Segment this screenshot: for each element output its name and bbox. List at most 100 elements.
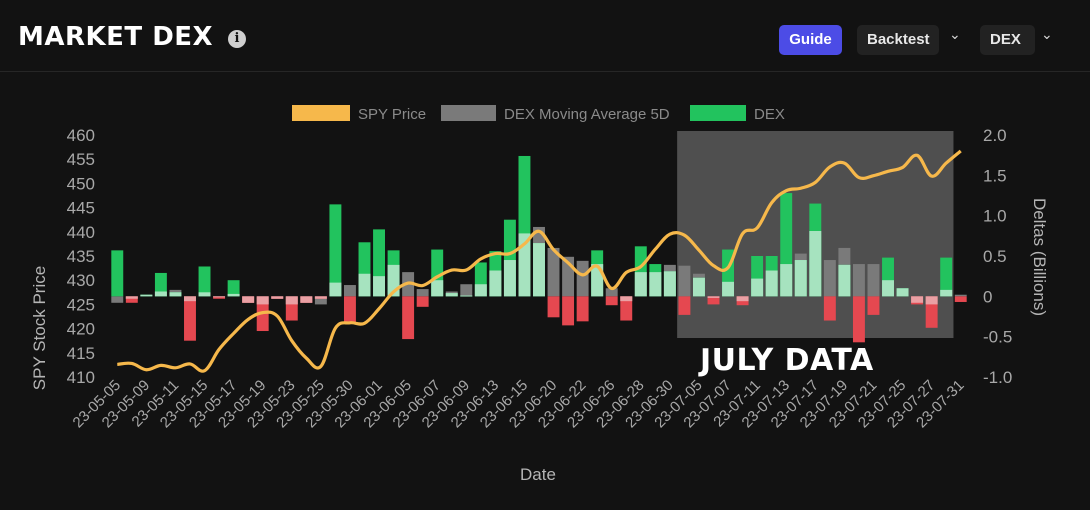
dex-dropdown-label: DEX bbox=[990, 31, 1021, 48]
dex-overlap-bar bbox=[751, 278, 764, 297]
dex-bar bbox=[678, 296, 691, 315]
dex-overlap-bar bbox=[925, 296, 938, 305]
dex-overlap-bar bbox=[329, 282, 342, 297]
dex-overlap-bar bbox=[184, 296, 196, 302]
x-axis-label: Date bbox=[520, 465, 556, 484]
dex-bar bbox=[925, 296, 938, 328]
y-tick-left: 460 bbox=[67, 126, 95, 145]
dex-overlap-bar bbox=[125, 296, 138, 299]
dex-bar bbox=[780, 193, 793, 297]
dex-bar bbox=[503, 219, 516, 297]
header-divider bbox=[0, 71, 1090, 72]
dex-overlap-bar bbox=[242, 296, 255, 303]
dex-overlap-bar bbox=[169, 292, 182, 297]
legend-label: SPY Price bbox=[358, 106, 426, 123]
dex-bar bbox=[562, 296, 575, 326]
legend-label: DEX bbox=[754, 106, 785, 123]
dex-bar bbox=[940, 257, 953, 297]
dex-bar bbox=[184, 296, 196, 341]
dex-overlap-bar bbox=[518, 233, 531, 297]
info-icon[interactable]: i bbox=[228, 30, 246, 48]
dex-bar bbox=[227, 280, 240, 297]
dex-bar bbox=[373, 229, 385, 297]
dex-average-bar bbox=[823, 260, 836, 297]
dex-overlap-bar bbox=[707, 296, 720, 298]
backtest-dropdown[interactable]: Backtest bbox=[857, 25, 939, 55]
y-tick-right: -1.0 bbox=[983, 368, 1012, 387]
dex-average-bar bbox=[343, 285, 356, 297]
dex-overlap-bar bbox=[649, 272, 662, 297]
y-tick-right: 0 bbox=[983, 287, 992, 306]
dex-overlap-bar bbox=[896, 288, 909, 297]
dex-overlap-bar bbox=[736, 296, 749, 302]
dex-overlap-bar bbox=[765, 270, 778, 297]
dex-overlap-bar bbox=[227, 293, 240, 297]
dex-bar bbox=[329, 204, 342, 297]
dex-bar bbox=[402, 296, 415, 340]
dex-bar bbox=[285, 296, 298, 321]
dex-bar bbox=[125, 296, 138, 303]
dex-overlap-bar bbox=[445, 293, 458, 297]
dex-bar bbox=[518, 155, 531, 297]
dex-overlap-bar bbox=[794, 260, 807, 297]
dex-average-bar bbox=[314, 296, 327, 305]
dex-bar bbox=[605, 296, 618, 306]
dex-overlap-bar bbox=[431, 280, 444, 297]
dex-bar bbox=[852, 296, 865, 343]
dex-bar bbox=[751, 256, 764, 297]
dex-bar bbox=[431, 249, 444, 297]
dex-overlap-bar bbox=[140, 294, 153, 297]
y-axis-label-left: SPY Stock Price bbox=[30, 266, 49, 390]
dex-average-bar bbox=[576, 260, 589, 297]
dex-overlap-bar bbox=[503, 260, 516, 297]
dex-overlap-bar bbox=[271, 296, 284, 299]
dex-average-bar bbox=[954, 294, 967, 297]
dex-average-bar bbox=[416, 289, 429, 297]
dex-bar bbox=[823, 296, 836, 321]
header-bar: MARKET DEX i Guide Backtest ⌄ DEX ⌄ bbox=[0, 0, 1090, 72]
y-tick-left: 420 bbox=[67, 320, 95, 339]
spy-price-line bbox=[117, 149, 962, 373]
chart-legend: SPY Price DEX Moving Average 5D DEX bbox=[292, 105, 785, 123]
chevron-down-icon[interactable]: ⌄ bbox=[949, 26, 961, 42]
dex-bar bbox=[416, 296, 429, 307]
dex-bar bbox=[343, 296, 356, 323]
dex-bar bbox=[547, 296, 560, 318]
page-title: MARKET DEX bbox=[18, 22, 214, 52]
dex-bar bbox=[213, 296, 226, 299]
dex-overlap-bar bbox=[663, 271, 676, 297]
legend-swatch bbox=[441, 105, 496, 121]
dex-overlap-bar bbox=[620, 296, 633, 302]
dex-overlap-bar bbox=[489, 270, 502, 297]
dex-overlap-bar bbox=[591, 264, 604, 297]
dex-overlap-bar bbox=[780, 264, 793, 297]
y-tick-left: 415 bbox=[67, 344, 95, 363]
y-tick-left: 455 bbox=[67, 150, 95, 169]
dex-bar bbox=[722, 249, 735, 297]
backtest-dropdown-label: Backtest bbox=[867, 31, 930, 48]
dex-overlap-bar bbox=[940, 289, 953, 297]
dex-overlap-bar bbox=[198, 292, 211, 297]
dex-overlap-bar bbox=[533, 243, 545, 297]
dex-overlap-bar bbox=[256, 296, 269, 305]
y-tick-right: -0.5 bbox=[983, 328, 1012, 347]
dex-bar bbox=[882, 257, 894, 297]
dex-overlap-bar bbox=[693, 277, 705, 297]
dex-average-bar bbox=[460, 284, 473, 297]
legend-label: DEX Moving Average 5D bbox=[504, 106, 670, 123]
guide-button[interactable]: Guide bbox=[779, 25, 842, 55]
dex-bars bbox=[111, 155, 967, 343]
dex-average-bar bbox=[867, 264, 880, 297]
spy-price-line-layer bbox=[117, 149, 962, 373]
dex-average-bar bbox=[678, 265, 691, 297]
y-tick-left: 410 bbox=[67, 368, 95, 387]
dex-dropdown[interactable]: DEX bbox=[980, 25, 1035, 55]
dex-overlap-bar bbox=[285, 296, 298, 305]
y-tick-left: 445 bbox=[67, 199, 95, 218]
dex-overlap-bar bbox=[213, 296, 226, 298]
y-tick-left: 430 bbox=[67, 271, 95, 290]
dex-average-bar bbox=[605, 288, 618, 297]
chevron-down-icon[interactable]: ⌄ bbox=[1041, 26, 1053, 42]
dex-overlap-bar bbox=[373, 276, 385, 297]
dex-overlap-bar bbox=[358, 273, 371, 297]
